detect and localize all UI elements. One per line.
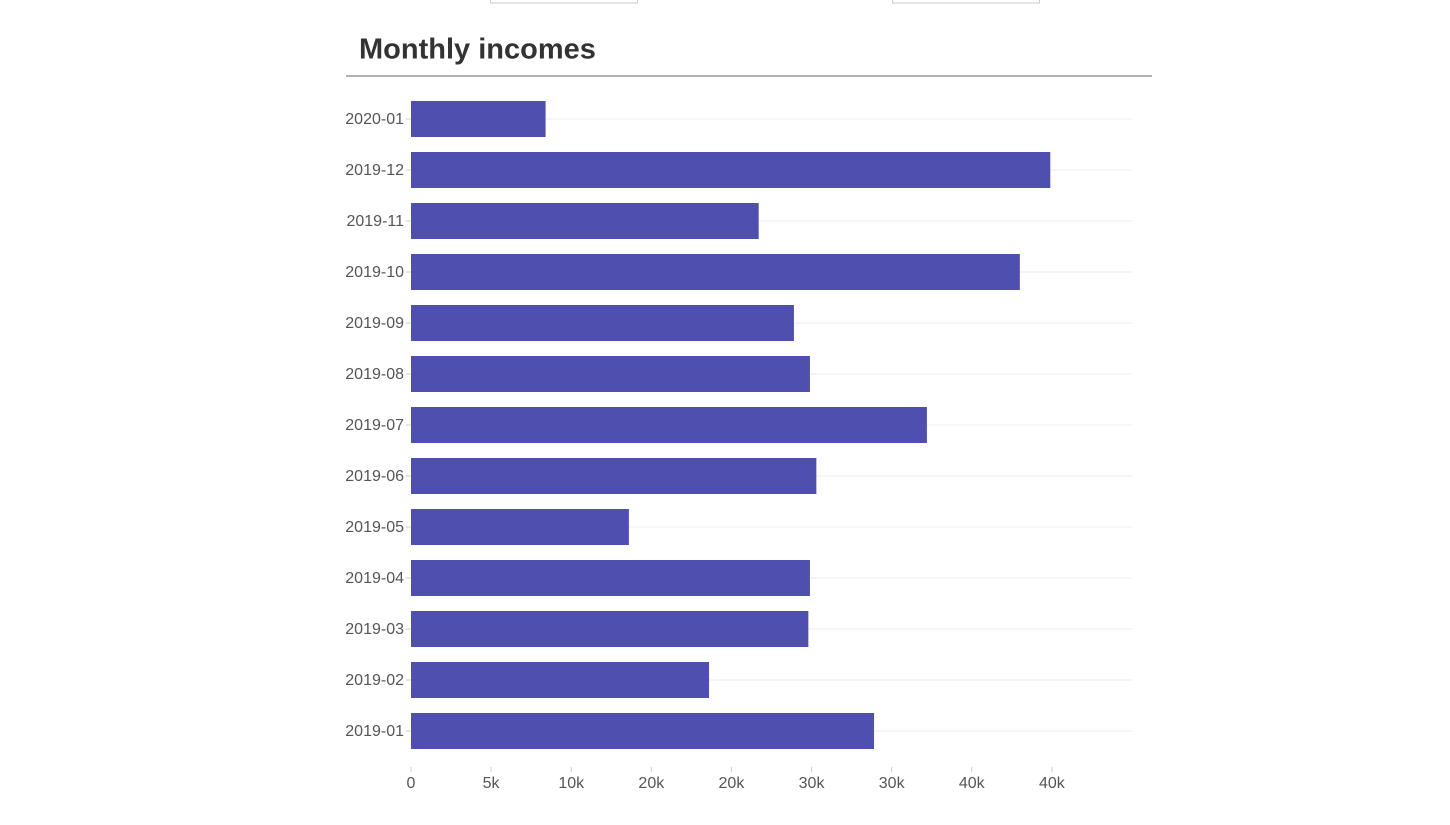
y-tick-label: 2019-06 (345, 468, 404, 485)
bar (411, 101, 546, 137)
y-tick-label: 2019-01 (345, 723, 404, 740)
top-button[interactable] (892, 0, 1040, 4)
x-tick-label: 30k (799, 775, 826, 792)
bar (411, 152, 1051, 188)
x-tick-label: 0 (407, 775, 416, 792)
x-tick-label: 20k (719, 775, 746, 792)
bar (411, 713, 875, 749)
bar (411, 407, 927, 443)
x-tick-label: 20k (638, 775, 665, 792)
bar (411, 305, 794, 341)
bar (411, 458, 817, 494)
x-tick-label: 40k (959, 775, 986, 792)
bar (411, 662, 710, 698)
bar (411, 203, 759, 239)
y-tick-label: 2019-11 (346, 213, 404, 230)
y-tick-label: 2019-04 (345, 570, 404, 587)
y-tick-label: 2020-01 (345, 111, 404, 128)
x-tick-label: 10k (558, 775, 585, 792)
y-tick-label: 2019-08 (345, 366, 404, 383)
bar (411, 560, 810, 596)
y-tick-label: 2019-02 (345, 672, 404, 689)
bar (411, 254, 1020, 290)
bar (411, 356, 810, 392)
x-tick-label: 40k (1039, 775, 1066, 792)
y-tick-label: 2019-10 (345, 264, 404, 281)
y-tick-label: 2019-09 (345, 315, 404, 332)
bar (411, 509, 629, 545)
chart-title: Monthly incomes (359, 34, 596, 66)
y-tick-label: 2019-03 (345, 621, 404, 638)
top-button[interactable] (490, 0, 638, 4)
x-tick-label: 5k (483, 775, 501, 792)
y-tick-label: 2019-07 (345, 417, 404, 434)
x-tick-label: 30k (879, 775, 906, 792)
bar (411, 611, 809, 647)
y-tick-label: 2019-12 (345, 162, 404, 179)
y-tick-label: 2019-05 (345, 519, 404, 536)
